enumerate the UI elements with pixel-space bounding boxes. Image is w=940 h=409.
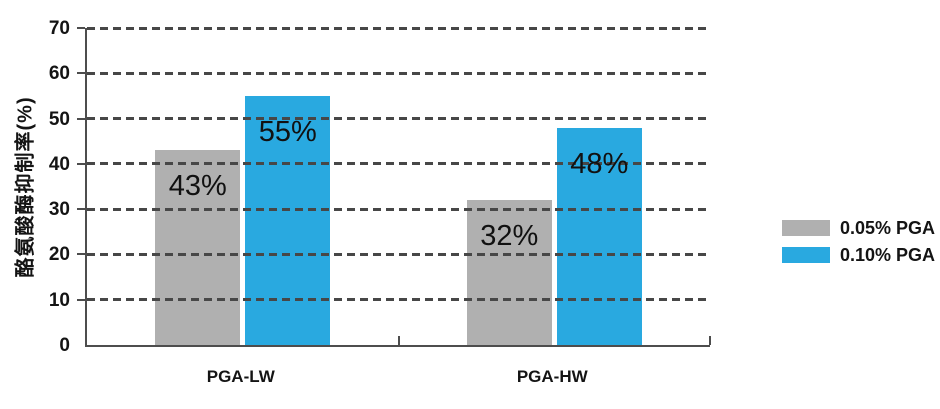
bar-value-label: 43% xyxy=(168,170,227,203)
gridline-40 xyxy=(87,162,710,166)
legend-label: 0.05% PGA xyxy=(840,218,936,238)
bar-value-label: 55% xyxy=(258,115,317,148)
gridline-60 xyxy=(87,71,710,75)
y-tick-30 xyxy=(77,208,85,211)
y-tick-label-50: 50 xyxy=(48,108,70,130)
x-tick-1 xyxy=(397,336,400,345)
legend-item: 0.05% PGA xyxy=(782,219,935,237)
y-tick-label-40: 40 xyxy=(48,153,70,175)
y-tick-label-70: 70 xyxy=(48,18,70,39)
legend-swatch xyxy=(782,220,830,236)
gridline-10 xyxy=(87,298,710,302)
y-tick-label-20: 20 xyxy=(48,244,70,266)
bar-value-label: 48% xyxy=(570,147,629,180)
y-tick-50 xyxy=(77,117,85,120)
bar-PGA-LW-005PGA xyxy=(155,150,241,345)
x-tick-2 xyxy=(709,336,711,345)
y-tick-10 xyxy=(77,298,85,301)
x-category-label-PGA-HW: PGA-HW xyxy=(516,367,588,386)
y-tick-label-60: 60 xyxy=(48,63,70,85)
bar-value-label: 32% xyxy=(480,220,539,253)
y-tick-label-0: 0 xyxy=(59,335,70,356)
gridline-70 xyxy=(87,26,710,30)
y-tick-40 xyxy=(77,162,85,165)
gridline-30 xyxy=(87,207,710,211)
legend: 0.05% PGA 0.10% PGA xyxy=(782,219,935,264)
bar-PGA-LW-010PGA xyxy=(245,95,331,345)
gridline-50 xyxy=(87,117,710,121)
y-tick-label-30: 30 xyxy=(48,199,70,221)
gridline-20 xyxy=(87,252,710,256)
x-category-label-PGA-LW: PGA-LW xyxy=(206,367,275,386)
legend-swatch xyxy=(782,247,830,263)
legend-item: 0.10% PGA xyxy=(782,246,935,264)
bar-PGA-HW-005PGA xyxy=(466,200,552,345)
legend-label: 0.10% PGA xyxy=(840,245,936,265)
y-tick-20 xyxy=(77,253,85,256)
y-tick-60 xyxy=(77,72,85,75)
y-tick-label-10: 10 xyxy=(48,289,70,311)
y-tick-70 xyxy=(77,27,85,29)
plot-area: 43% 55% 32% 48% xyxy=(77,26,711,347)
